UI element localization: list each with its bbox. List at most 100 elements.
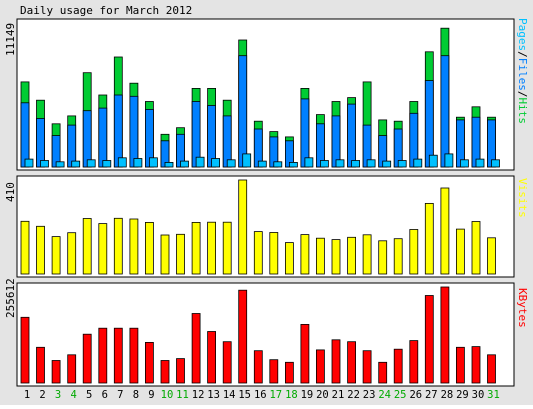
visits-bar [160,234,170,275]
kbytes-bar [129,327,139,384]
day-label: 25 [394,389,407,401]
kbytes-bar [424,295,434,384]
kbytes-bar [191,313,201,384]
visits-bar [207,221,217,275]
kbytes-bar [393,348,403,384]
day-label: 5 [86,389,92,401]
visits-bar [471,221,481,275]
kbytes-bar [20,316,30,384]
legend-sep-2: / [516,91,529,98]
pages-bar [257,160,267,168]
pages-bar [382,160,392,168]
visits-bar [393,238,403,275]
kbytes-bar [144,341,154,384]
visits-bar [409,229,419,275]
kbytes-bar [284,361,294,384]
pages-bar [304,157,314,168]
kbytes-bar [238,289,248,384]
kbytes-bar [36,346,45,384]
visits-legend: Visits [516,178,529,218]
visits-bar [440,187,450,275]
pages-bar [164,161,174,168]
day-label: 21 [332,389,345,401]
legend-sep-1: / [516,51,529,58]
files-bar [207,105,217,168]
usage-max-label: 11149 [4,23,17,56]
visits-bar [113,217,123,275]
pages-bar [366,159,376,168]
pages-bar [117,157,127,168]
visits-bar [98,223,108,275]
kbytes-legend: KBytes [516,288,529,328]
visits-bar [36,225,45,275]
kbytes-bar [253,350,263,384]
visits-bar [315,237,325,275]
kbytes-bar [487,354,496,384]
kbytes-bar [362,350,372,384]
kbytes-bar [51,360,61,384]
kbytes-bar [378,361,388,384]
day-label: 6 [102,389,108,401]
day-label: 28 [441,389,454,401]
kbytes-bar [440,286,450,384]
files-bar [129,95,139,168]
kbytes-bars [20,286,496,384]
day-label: 3 [55,389,61,401]
pages-bar [40,160,49,168]
files-bar [440,55,450,168]
pages-bar [459,159,469,168]
day-label: 19 [301,389,314,401]
day-label: 26 [409,389,422,401]
files-bar [347,103,357,168]
day-label: 10 [161,389,174,401]
day-label: 18 [285,389,298,401]
pages-bar [491,159,500,168]
visits-max-label: 410 [4,182,17,202]
pages-bar [351,160,361,168]
pages-bar [288,161,298,168]
pages-bar [211,158,221,168]
pages-bar [428,154,438,168]
day-labels: 1 2 3 4 5 6 7 8 9 10 11 12 13 14 15 16 17 18 19 20 21 22 23 24 2… [24,389,500,401]
day-label: 20 [316,389,329,401]
pages-bar [71,160,81,168]
chart-title: Daily usage for March 2012 [20,4,192,17]
day-label: 11 [176,389,189,401]
pages-bar [24,158,34,168]
visits-bar [378,240,388,275]
day-label: 22 [347,389,360,401]
pages-bar [86,159,96,168]
day-label: 15 [238,389,251,401]
day-label: 1 [24,389,30,401]
usage-legend: Pages/Files/Hits [516,18,529,124]
pages-bar [413,158,423,168]
pages-bar [335,159,345,168]
kbytes-bar [315,349,325,384]
kbytes-bar [222,341,232,384]
pages-bar [55,161,65,168]
day-label: 12 [192,389,205,401]
usage-bars [20,27,500,168]
kbytes-bar [82,333,92,384]
kbytes-bar [471,346,481,384]
kbytes-bar [269,359,279,384]
pages-bar [195,156,205,168]
day-label: 2 [39,389,45,401]
kbytes-bar [409,340,419,384]
visits-bar [487,237,496,275]
pages-bar [102,160,112,168]
kbytes-bar [300,323,310,384]
visits-bar [455,228,465,275]
visits-bar [253,231,263,275]
visits-bar [67,232,77,275]
visits-bar [129,218,139,275]
files-bar [82,110,92,168]
files-bar [20,102,30,168]
visits-bar [331,239,341,275]
visits-bar [20,220,30,275]
kbytes-bar [113,327,123,384]
day-label: 31 [487,389,500,401]
kbytes-bar [160,360,170,384]
pages-bar [133,158,143,168]
